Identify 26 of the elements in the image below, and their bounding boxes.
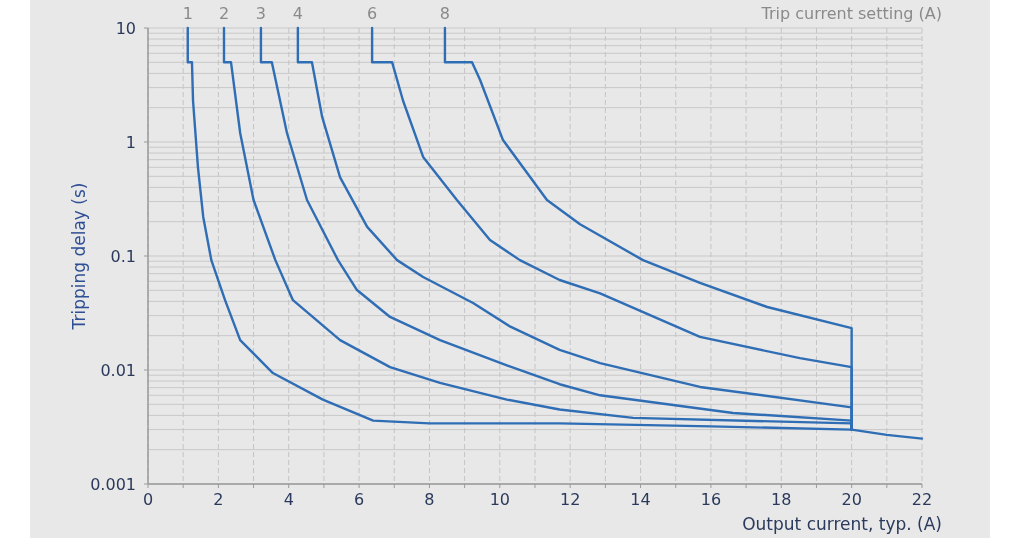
x-tick-label: 8 [424,490,435,509]
x-tick-label: 14 [630,490,651,509]
series-label: 3 [255,4,267,23]
y-axis-title: Tripping delay (s) [69,182,89,331]
x-tick-label: 6 [354,490,365,509]
x-tick-label: 0 [142,490,154,509]
y-tick-label: 10 [115,18,136,38]
y-tick-label: 0.01 [100,360,136,380]
y-tick-label: 1 [125,132,136,152]
x-tick-label: 10 [489,490,510,509]
x-tick-label: 18 [771,490,792,509]
series-label: 4 [292,4,303,23]
series-label: 8 [439,4,451,23]
x-tick-label: 12 [560,490,581,509]
y-tick-label: 0.001 [90,474,136,494]
series-label: 6 [367,4,378,23]
x-tick-label: 20 [841,490,862,509]
series-label: 1 [182,4,193,23]
legend-title: Trip current setting (A) [760,4,942,23]
x-tick-label: 16 [700,490,722,509]
x-tick-label: 22 [911,490,933,509]
series-label: 2 [218,4,230,23]
y-tick-label: 0.1 [110,246,136,266]
x-axis-title: Output current, typ. (A) [742,514,942,534]
x-tick-label: 2 [213,490,224,509]
x-tick-label: 4 [283,490,294,509]
